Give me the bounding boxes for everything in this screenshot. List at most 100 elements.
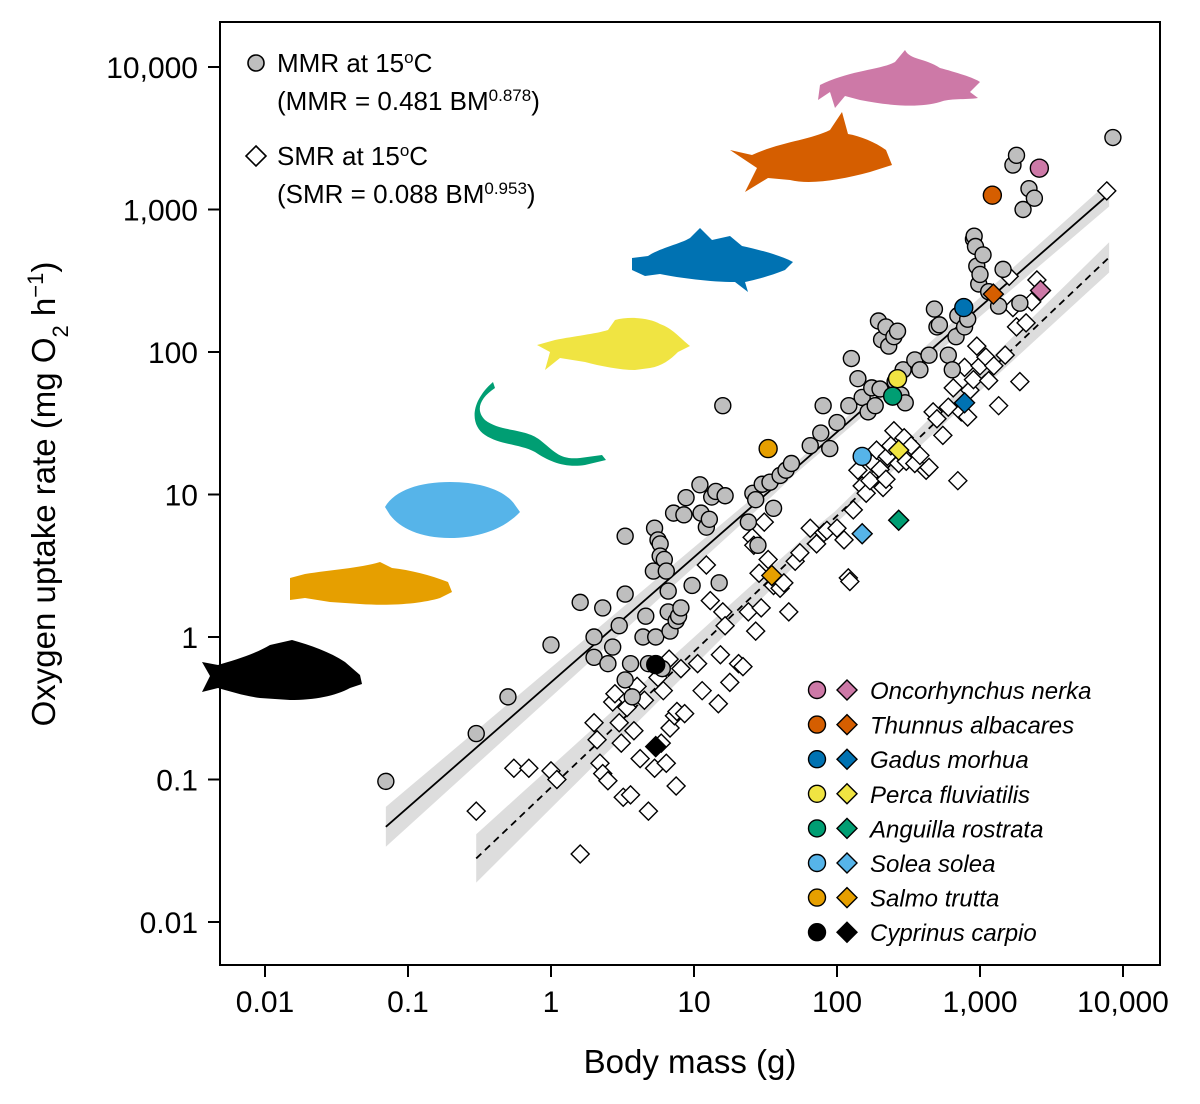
x-axis-title: Body mass (g) xyxy=(584,1043,797,1080)
mmr-point xyxy=(691,476,709,494)
smr-point xyxy=(966,336,987,357)
smr-point xyxy=(630,748,651,769)
smr-point xyxy=(932,425,953,446)
species-smr-point-gadus-morhua xyxy=(953,391,976,414)
species-mmr-point-cyprinus-carpio xyxy=(646,654,666,675)
legend-diamond-oncorhynchus-nerka xyxy=(836,679,858,701)
mmr-point xyxy=(677,488,695,507)
smr-point xyxy=(834,529,855,550)
mmr-point xyxy=(647,628,665,646)
legend-diamond-thunnus-albacares xyxy=(836,713,858,736)
species-smr-point-thunnus-albacares xyxy=(982,283,1005,306)
smr-point xyxy=(749,563,770,584)
mmr-point xyxy=(467,724,485,743)
mmr-point xyxy=(749,536,767,555)
species-smr-point-oncorhynchus-nerka xyxy=(1029,279,1052,302)
confidence-bands xyxy=(385,181,1110,883)
smr-point xyxy=(843,499,864,520)
mmr-point xyxy=(657,562,675,580)
mmr-point xyxy=(739,513,758,531)
smr-point xyxy=(638,801,659,822)
legend-label-solea-solea: Solea solea xyxy=(870,851,995,878)
legend-label-thunnus-albacares: Thunnus albacares xyxy=(870,713,1074,740)
legend-label-salmo-trutta: Salmo trutta xyxy=(870,886,999,913)
mmr-point xyxy=(782,454,801,473)
smr-point xyxy=(715,615,736,636)
mmr-point xyxy=(974,246,992,264)
mmr-point xyxy=(716,487,734,505)
species-mmr-point-oncorhynchus-nerka xyxy=(1029,158,1050,178)
mmr-point xyxy=(764,499,783,518)
smr-point xyxy=(670,658,691,679)
smr-point xyxy=(778,601,799,622)
y-tick-label: 0.01 xyxy=(140,907,198,940)
mmr-point xyxy=(700,510,719,528)
x-tick-label: 0.01 xyxy=(236,986,294,1019)
mmr-point xyxy=(849,369,867,388)
legend-diamond-perca-fluviatilis xyxy=(836,782,858,805)
smr-point xyxy=(604,683,625,704)
smr-point xyxy=(919,457,940,478)
smr-point xyxy=(503,758,524,779)
smr-point xyxy=(611,733,632,754)
mmr-point xyxy=(943,361,961,379)
smr-point xyxy=(839,571,860,592)
mmr-point xyxy=(571,593,589,612)
eel-silhouette xyxy=(474,382,606,466)
smr-point xyxy=(745,621,766,642)
mmr-point xyxy=(1011,294,1029,312)
legend-smr-line1: SMR at 15oC xyxy=(277,141,428,172)
smr-point xyxy=(674,703,695,724)
smr-point xyxy=(570,844,591,864)
legend-circle-salmo-trutta xyxy=(807,888,827,907)
mmr-point xyxy=(812,424,830,442)
species-mmr-point-salmo-trutta xyxy=(758,438,778,459)
mmr-point xyxy=(930,316,949,334)
smr-point xyxy=(692,680,713,701)
legend-circle-perca-fluviatilis xyxy=(807,784,827,803)
data-points xyxy=(377,128,1122,864)
smr-point xyxy=(943,377,964,398)
mmr-point xyxy=(814,396,832,415)
y-tick-label: 100 xyxy=(148,337,198,370)
smr-point xyxy=(789,542,810,563)
mmr-point xyxy=(683,576,701,595)
smr-point xyxy=(1016,312,1037,333)
smr-point xyxy=(597,770,618,791)
mmr-point xyxy=(821,439,839,458)
mmr-point xyxy=(1025,189,1044,207)
smr-point xyxy=(995,345,1016,366)
metric-legend: MMR at 15oC (MMR = 0.481 BM0.878) SMR at… xyxy=(244,48,540,209)
x-tick-label: 1,000 xyxy=(942,986,1017,1019)
smr-point xyxy=(909,445,930,466)
y-axis: 0.01 0.1 1 10 100 1,000 10,000 xyxy=(106,52,220,940)
legend-diamond-salmo-trutta xyxy=(836,886,858,909)
smr-point xyxy=(518,758,539,779)
smr-point xyxy=(1009,371,1030,392)
smr-point xyxy=(957,406,978,427)
smr-point xyxy=(620,784,641,805)
smr-point xyxy=(719,672,740,693)
x-axis: 0.01 0.1 1 10 100 1,000 10,000 xyxy=(236,965,1169,1019)
fish-silhouettes xyxy=(202,50,980,700)
legend-diamond-cyprinus-carpio xyxy=(836,921,858,944)
smr-point xyxy=(653,680,674,701)
tuna-silhouette xyxy=(730,112,892,192)
mmr-point xyxy=(599,654,617,673)
legend-diamond-gadus-morhua xyxy=(836,748,858,771)
trout-silhouette xyxy=(290,562,452,605)
species-mmr-point-perca-fluviatilis xyxy=(887,368,908,389)
mmr-point xyxy=(911,361,929,379)
mmr-point xyxy=(659,582,677,600)
x-tick-label: 0.1 xyxy=(387,986,429,1019)
smr-point xyxy=(751,597,772,618)
species-mmr-point-thunnus-albacares xyxy=(982,185,1003,205)
mmr-point xyxy=(585,628,603,646)
mmr-point xyxy=(672,599,690,617)
species-mmr-point-anguilla-rostrata xyxy=(882,386,903,406)
y-axis-title: Oxygen uptake rate (mg O2 h−1) xyxy=(23,262,73,727)
smr-point xyxy=(1096,180,1117,201)
legend-circle-solea-solea xyxy=(807,853,827,873)
sole-silhouette xyxy=(385,482,520,538)
mmr-point xyxy=(828,413,846,432)
